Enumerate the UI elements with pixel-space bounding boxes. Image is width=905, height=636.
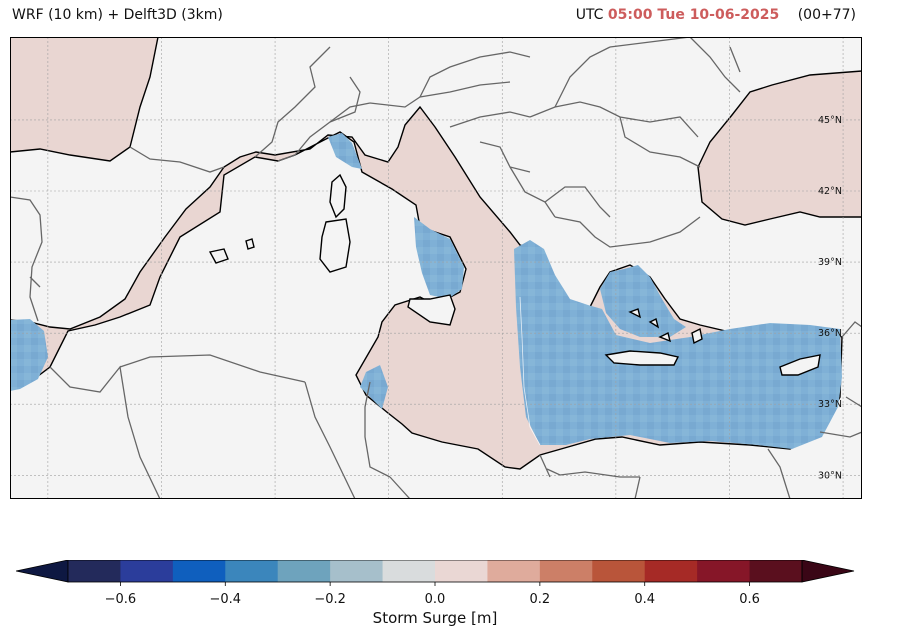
valid-time: UTC 05:00 Tue 10-06-2025 (00+77) (576, 7, 856, 23)
lat-tick-label: 39°N (818, 257, 842, 268)
lat-tick-label: 36°N (818, 328, 842, 339)
colorbar-cell (540, 560, 593, 582)
lat-tick-label: 45°N (818, 115, 842, 126)
colorbar-cell (383, 560, 436, 582)
colorbar: −0.6 −0.4 −0.2 0.0 0.2 0.4 0.6 (16, 560, 861, 608)
colorbar-tick-label: 0.6 (739, 592, 760, 607)
colorbar-cell (750, 560, 803, 582)
colorbar-cell (435, 560, 488, 582)
colorbar-ticks: −0.6 −0.4 −0.2 0.0 0.2 0.4 0.6 (105, 582, 760, 607)
colorbar-cell (278, 560, 331, 582)
model-label: WRF (10 km) + Delft3D (3km) (12, 7, 223, 23)
colorbar-tick-label: −0.4 (209, 592, 241, 607)
colorbar-cell (645, 560, 698, 582)
colorbar-cell (592, 560, 645, 582)
colorbar-tick-label: 0.4 (634, 592, 655, 607)
colorbar-tick-label: −0.6 (105, 592, 137, 607)
lat-tick-label: 42°N (818, 186, 842, 197)
lat-tick-label: 33°N (818, 399, 842, 410)
colorbar-extend-low (16, 560, 68, 582)
colorbar-tick-label: 0.0 (425, 592, 446, 607)
colorbar-cell (487, 560, 540, 582)
forecast-hour: (00+77) (798, 7, 856, 23)
colorbar-label: Storm Surge [m] (0, 609, 870, 627)
lat-tick-label: 30°N (818, 470, 842, 481)
colorbar-extend-high (802, 560, 854, 582)
time-prefix: UTC (576, 7, 604, 23)
colorbar-cells (16, 560, 854, 582)
colorbar-tick-label: 0.2 (530, 592, 551, 607)
colorbar-tick-label: −0.2 (314, 592, 346, 607)
timestamp: 05:00 Tue 10-06-2025 (608, 7, 779, 23)
island-sardinia (320, 219, 350, 272)
colorbar-cell (330, 560, 383, 582)
colorbar-cell (68, 560, 121, 582)
colorbar-cell (173, 560, 226, 582)
colorbar-cell (120, 560, 173, 582)
colorbar-cell (225, 560, 278, 582)
storm-surge-map: 6°W0°6°E12°E18°E24°E30°E36°E 45°N42°N39°… (10, 37, 862, 499)
colorbar-cell (697, 560, 750, 582)
